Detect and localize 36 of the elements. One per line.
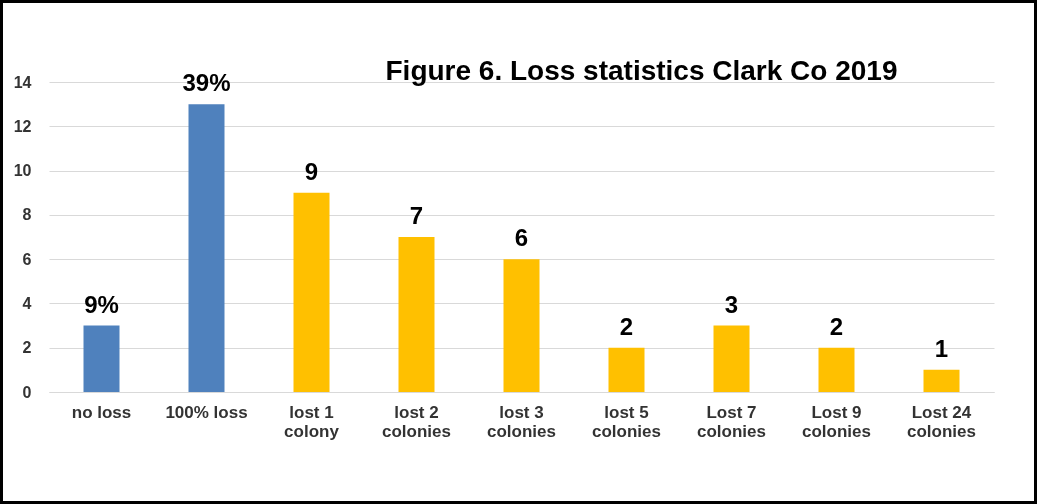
data-label: 1 (934, 334, 949, 362)
y-tick-label: 2 (22, 339, 32, 357)
y-tick-label: 6 (22, 250, 32, 268)
x-tick-label: lost 1 colony (284, 402, 340, 441)
y-tick-label: 0 (22, 383, 32, 401)
bar (398, 237, 435, 392)
data-label: 9 (304, 157, 319, 185)
y-tick-label: 14 (13, 73, 32, 91)
annotation: 9% (84, 290, 119, 318)
y-tick-label: 12 (13, 117, 32, 135)
y-tick-label: 8 (22, 206, 32, 224)
x-tick-label: Lost 9 colonies (802, 402, 871, 441)
annotation: 39% (182, 69, 231, 97)
x-tick-label: lost 3 colonies (487, 402, 556, 441)
x-tick-label: Lost 7 colonies (697, 402, 766, 441)
x-tick-label: no loss (71, 402, 132, 422)
data-label: 2 (829, 312, 844, 340)
x-tick-label: Lost 24 colonies (907, 402, 976, 441)
bar (188, 104, 225, 392)
bar (818, 347, 855, 392)
bar (293, 192, 330, 392)
data-label: 3 (724, 290, 739, 318)
bar (608, 347, 645, 392)
x-tick-label: 100% loss (165, 402, 248, 422)
x-tick-label: lost 2 colonies (382, 402, 451, 441)
data-label: 7 (409, 202, 424, 229)
data-label: 6 (514, 224, 529, 252)
chart-title: Figure 6. Loss statistics Clark Co 2019 (385, 55, 898, 87)
y-tick-label: 10 (13, 162, 32, 180)
y-tick-label: 4 (22, 294, 32, 312)
x-tick-label: lost 5 colonies (592, 402, 661, 441)
bar (503, 259, 540, 392)
bar (713, 325, 750, 392)
bar (83, 325, 120, 392)
bar (923, 369, 960, 392)
data-label: 2 (619, 312, 634, 340)
